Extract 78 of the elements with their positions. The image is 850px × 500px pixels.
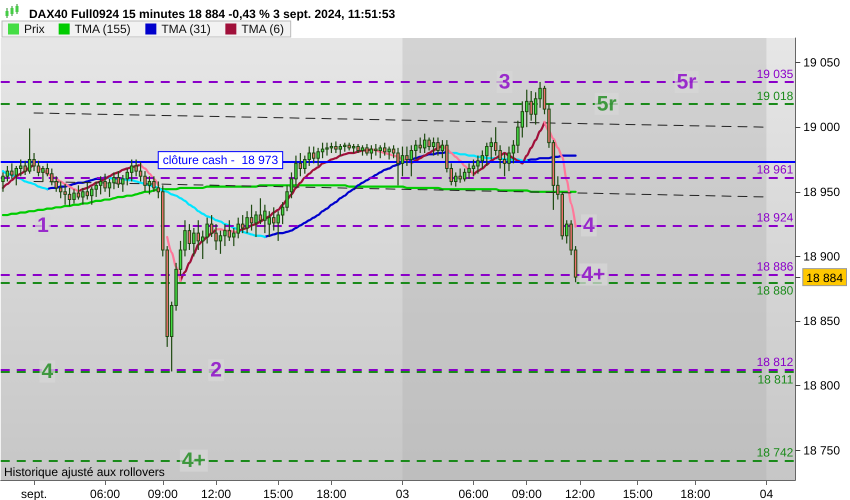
candlestick [138, 161, 142, 182]
x-tick-label: 18:00 [680, 487, 711, 500]
annotation: 4 [583, 214, 596, 237]
ref-line-label: 18 811 [757, 372, 794, 386]
y-tick-label: 18 884 [806, 271, 844, 286]
candlestick [72, 188, 76, 204]
candlestick [250, 204, 254, 232]
annotation: 3 [498, 70, 510, 94]
ref-line-label: 18 880 [756, 283, 794, 298]
x-tick-label: 15:00 [263, 487, 294, 500]
legend-label: TMA (155) [74, 22, 131, 36]
x-tick-label: 12:00 [201, 487, 232, 500]
candlestick [400, 146, 404, 177]
candlestick [108, 178, 112, 198]
annotation: 5r [676, 70, 696, 94]
y-tick-label: 19 050 [803, 56, 840, 70]
x-tick-label: 09:00 [512, 487, 542, 500]
candlestick [320, 142, 324, 159]
x-tick-label: 06:00 [458, 487, 489, 500]
annotation: 4+ [182, 449, 206, 472]
x-tick-label: 06:00 [90, 487, 120, 500]
candlestick [68, 187, 72, 207]
legend-label: TMA (31) [161, 22, 211, 36]
ref-line-label: 19 018 [756, 88, 794, 103]
candlestick [396, 147, 400, 186]
candlestick [365, 143, 369, 156]
candlestick [148, 176, 152, 195]
y-tick-label: 18 900 [803, 249, 840, 264]
candlestick [467, 162, 471, 180]
candlestick [356, 143, 360, 154]
x-tick-label: 03 [396, 487, 410, 500]
annotation: 2 [210, 358, 222, 382]
candlestick [76, 184, 80, 200]
y-tick-label: 19 000 [803, 120, 840, 134]
y-tick-label: 18 950 [803, 184, 840, 199]
legend-label: TMA (6) [241, 22, 284, 36]
x-tick-label: 15:00 [622, 487, 654, 500]
candlestick [507, 146, 511, 172]
ref-line-label: 18 961 [756, 162, 794, 177]
y-tick-label: 18 750 [803, 443, 840, 458]
y-tick-label: 18 850 [803, 314, 840, 328]
candlestick [218, 230, 222, 254]
ref-line-label: clôture cash - 18 973 [162, 153, 278, 168]
candlestick [36, 160, 40, 177]
candlestick [41, 165, 45, 182]
x-tick-label: 04 [760, 487, 774, 500]
annotation: 4 [42, 360, 54, 383]
ref-line-label: 18 812 [756, 355, 794, 370]
ref-line-label: 18 742 [756, 446, 794, 460]
candlestick [103, 173, 107, 192]
annotation: 1 [37, 214, 50, 237]
annotation: Historique ajusté aux rollovers [4, 465, 165, 479]
candlestick [436, 136, 440, 156]
x-tick-label: 12:00 [565, 487, 596, 500]
annotation: 5r [596, 92, 617, 116]
annotation: 4+ [581, 263, 606, 286]
candlestick [254, 210, 258, 238]
x-tick-label: 09:00 [148, 487, 178, 500]
candlestick [6, 165, 10, 182]
ref-line-label: 18 886 [756, 260, 794, 274]
candlestick [258, 198, 262, 225]
candlestick [214, 224, 218, 251]
candlestick [223, 224, 227, 247]
y-tick-label: 18 800 [803, 378, 840, 393]
candlestick [360, 144, 364, 156]
candlestick [472, 158, 476, 177]
candlestick [143, 170, 147, 192]
candlestick [330, 142, 334, 154]
candlestick [476, 155, 480, 174]
candlestick [32, 152, 36, 172]
candlestick [502, 152, 506, 177]
chart-title: DAX40 Full0924 15 minutes 18 884 -0,43 % 3 sept. 2024, 11:51:53 [29, 7, 396, 21]
ref-line-label: 18 924 [756, 210, 794, 224]
legend-label: Prix [24, 22, 45, 36]
candlestick [432, 136, 436, 156]
ref-line-label: 19 035 [756, 66, 794, 81]
x-tick-label: 18:00 [316, 487, 347, 500]
candlestick [112, 172, 116, 190]
